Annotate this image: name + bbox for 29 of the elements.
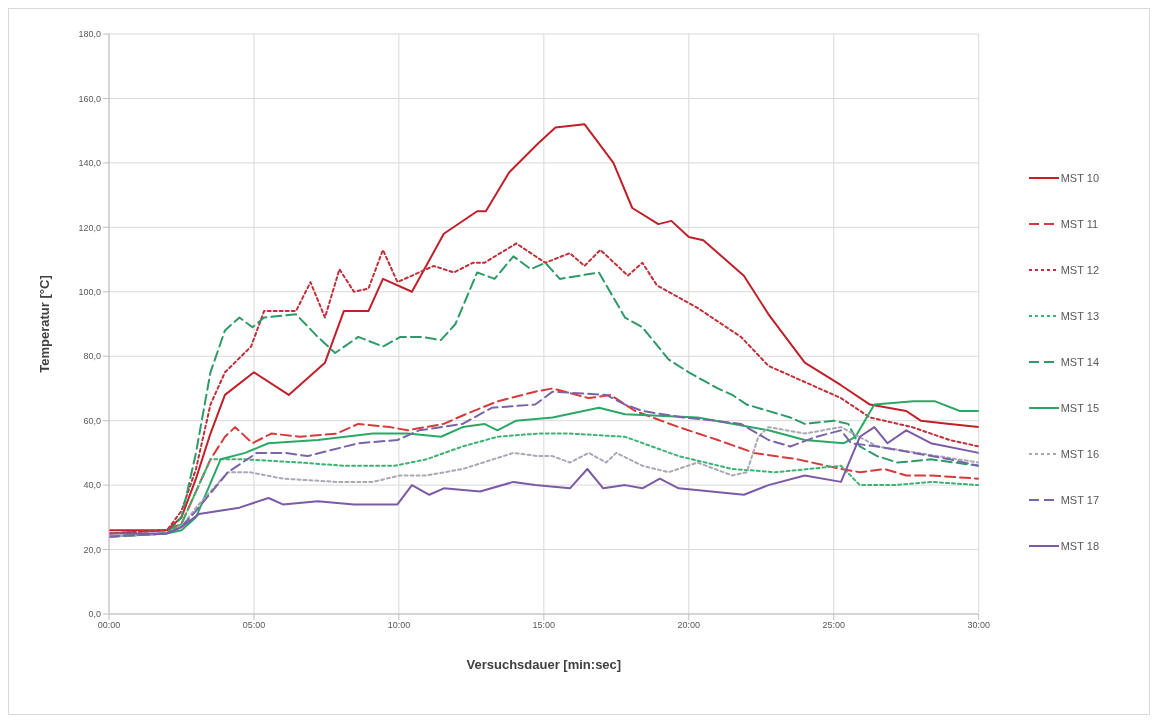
y-tick-label: 100,0 — [78, 286, 101, 297]
x-axis-title: Versuchsdauer [min:sec] — [466, 657, 622, 672]
y-tick-label: 40,0 — [83, 480, 101, 491]
x-tick-label: 10:00 — [387, 620, 411, 631]
y-tick-label: 80,0 — [83, 351, 101, 362]
x-tick-label: 20:00 — [677, 620, 701, 631]
legend-label: MST 14 — [1060, 355, 1099, 368]
x-tick-label: 15:00 — [532, 620, 556, 631]
line-series — [109, 123, 979, 532]
x-tick-label: 30:00 — [967, 620, 990, 631]
legend-label: MST 15 — [1060, 401, 1099, 414]
x-tick-label: 25:00 — [822, 620, 846, 631]
x-tick-label: 05:00 — [242, 620, 266, 631]
legend-label: MST 17 — [1060, 493, 1099, 506]
y-tick-label: 120,0 — [78, 222, 101, 233]
x-tick-label: 00:00 — [97, 620, 121, 631]
legend-label: MST 13 — [1060, 309, 1099, 322]
y-tick-label: 160,0 — [78, 93, 101, 104]
legend-label: MST 16 — [1060, 447, 1099, 460]
legend-label: MST 10 — [1060, 171, 1099, 184]
y-tick-label: 60,0 — [83, 415, 101, 426]
legend-label: MST 12 — [1060, 263, 1099, 276]
legend-label: MST 18 — [1060, 539, 1099, 552]
y-tick-label: 20,0 — [83, 544, 101, 555]
legend-label: MST 11 — [1060, 217, 1099, 230]
y-tick-label: 180,0 — [78, 29, 101, 40]
y-tick-label: 0,0 — [88, 609, 101, 620]
y-tick-label: 140,0 — [78, 158, 101, 169]
y-axis-title: Temperatur [°C] — [36, 275, 52, 373]
